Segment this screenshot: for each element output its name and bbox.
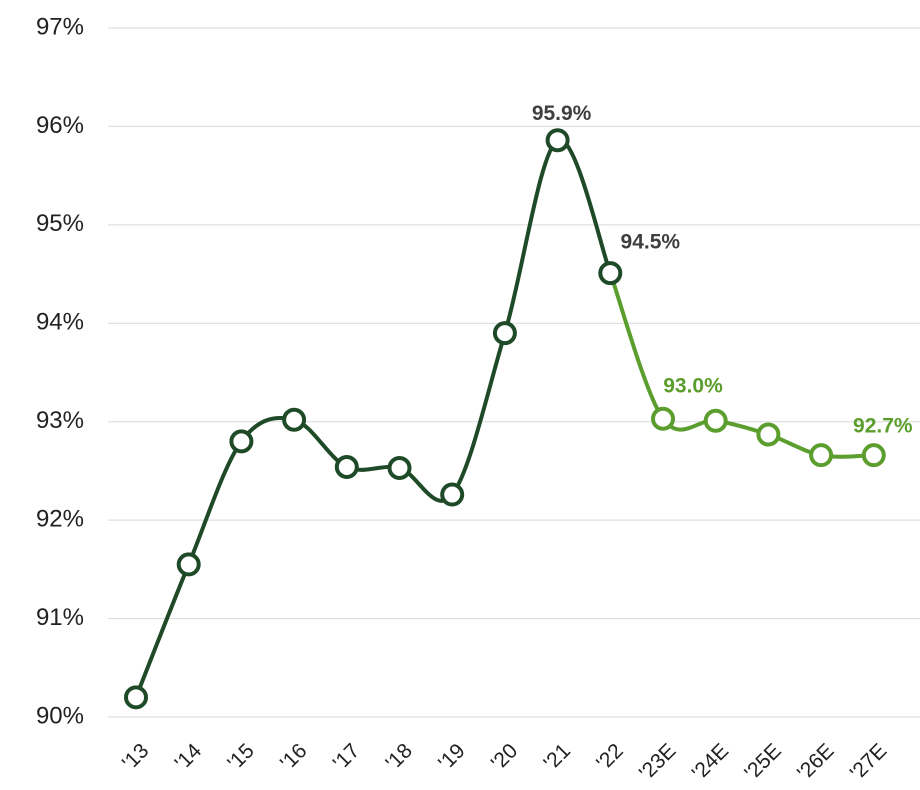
x-tick-label: '14: [171, 739, 207, 775]
marker: [334, 454, 359, 479]
y-tick-label: 95%: [36, 210, 84, 237]
x-tick-label: '26E: [793, 739, 839, 785]
value-label: 92.7%: [853, 415, 913, 438]
marker: [387, 455, 412, 480]
x-tick-label: '25E: [740, 739, 786, 785]
series-line: [608, 272, 874, 459]
y-tick-label: 92%: [36, 505, 84, 532]
y-tick-label: 90%: [36, 702, 84, 729]
marker: [282, 407, 307, 432]
y-tick-label: 97%: [36, 13, 84, 40]
value-label: 94.5%: [621, 231, 681, 254]
x-tick-label: '17: [329, 739, 365, 775]
x-tick-label: '18: [381, 739, 417, 775]
series-line: [134, 138, 613, 699]
marker: [229, 429, 254, 454]
marker: [756, 422, 781, 447]
y-tick-label: 91%: [36, 604, 84, 631]
x-tick-label: '15: [223, 739, 259, 775]
x-tick-label: '13: [118, 739, 154, 775]
x-tick-label: '16: [276, 739, 312, 775]
x-tick-label: '20: [487, 739, 523, 775]
marker: [545, 128, 570, 153]
x-tick-label: '19: [434, 739, 470, 775]
x-tick-label: '22: [592, 739, 628, 775]
value-label: 93.0%: [663, 374, 723, 397]
marker: [703, 408, 728, 433]
marker: [124, 685, 148, 710]
y-tick-label: 96%: [36, 112, 84, 139]
x-tick-label: '23E: [635, 739, 681, 785]
marker: [492, 321, 517, 346]
marker: [651, 406, 675, 431]
marker: [176, 552, 201, 577]
marker: [440, 482, 465, 507]
x-tick-label: '27E: [846, 739, 892, 785]
x-tick-label: '21: [539, 739, 575, 775]
x-tick-label: '24E: [688, 739, 734, 785]
y-tick-label: 94%: [36, 309, 84, 336]
marker: [598, 261, 623, 286]
y-tick-label: 93%: [36, 407, 84, 434]
value-label: 95.9%: [532, 102, 592, 125]
marker: [809, 443, 834, 468]
marker: [861, 443, 886, 468]
